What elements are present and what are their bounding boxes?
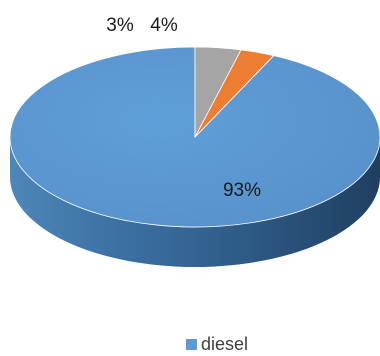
legend: diesel [186,334,248,355]
data-label-2: 4% [150,15,178,36]
pie-data-labels: 93% 3% 4% [106,15,261,201]
legend-swatch-diesel [186,339,197,350]
data-label-0: 93% [223,180,261,201]
legend-label-diesel: diesel [201,334,249,354]
data-label-1: 3% [106,15,134,36]
pie-sides [10,137,380,267]
pie-slices [9,46,380,228]
pie-side-diesel [10,137,380,267]
pie-slice-slice-2 [194,46,242,138]
